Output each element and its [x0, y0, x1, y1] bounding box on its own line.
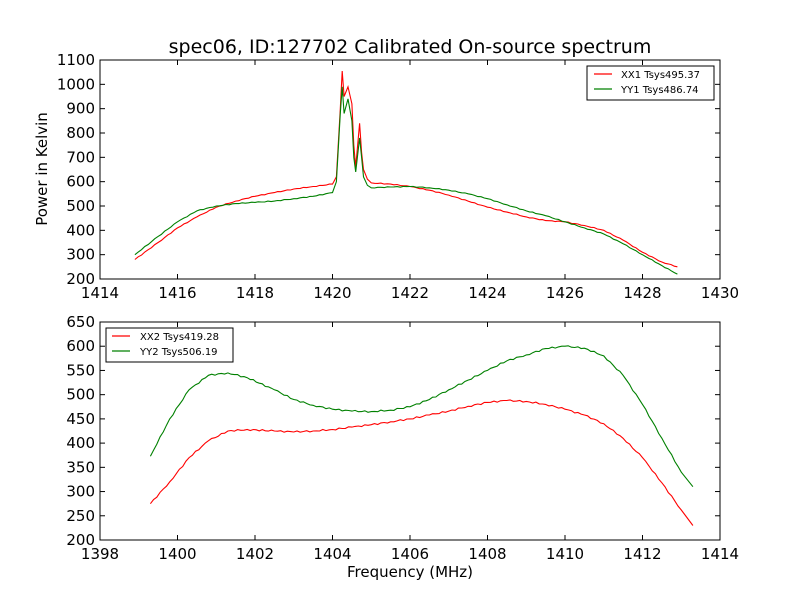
top-series-layer — [134, 70, 678, 275]
x-tick-label: 1406 — [391, 545, 429, 563]
y-tick-label: 300 — [66, 246, 95, 264]
y-tick-label: 350 — [66, 458, 95, 476]
y-tick-label: 650 — [66, 313, 95, 331]
x-tick-label: 1430 — [701, 284, 739, 302]
y-tick-label: 600 — [66, 173, 95, 191]
y-tick-label: 300 — [66, 483, 95, 501]
legend-label-xx2: XX2 Tsys419.28 — [140, 332, 219, 343]
bottom-spectrum-panel: Frequency (MHz) 1398 1400 1402 1404 1406 1408… — [66, 313, 739, 581]
y-tick-label: 400 — [66, 434, 95, 452]
y-tick-label: 1000 — [57, 75, 95, 93]
x-tick-label: 1412 — [623, 545, 661, 563]
x-tick-label: 1414 — [81, 284, 119, 302]
x-axis-label: Frequency (MHz) — [347, 563, 473, 581]
y-tick-label: 500 — [66, 197, 95, 215]
series-line-xx1 — [134, 70, 678, 268]
x-tick-label: 1400 — [158, 545, 196, 563]
y-tick-label: 800 — [66, 124, 95, 142]
x-tick-label: 1404 — [313, 545, 351, 563]
top-spectrum-panel: spec06, ID:127702 Calibrated On-source s… — [33, 36, 739, 302]
y-tick-label: 550 — [66, 361, 95, 379]
legend-label-yy1: YY1 Tsys486.74 — [620, 85, 699, 96]
y-tick-label: 200 — [66, 531, 95, 549]
series-line-xx2 — [149, 399, 694, 526]
x-tick-label: 1424 — [468, 284, 506, 302]
series-line-yy2 — [149, 345, 694, 488]
x-tick-label: 1402 — [236, 545, 274, 563]
chart-title: spec06, ID:127702 Calibrated On-source s… — [169, 36, 652, 58]
x-tick-label: 1398 — [81, 545, 119, 563]
y-tick-label: 200 — [66, 270, 95, 288]
y-tick-label: 1100 — [57, 51, 95, 69]
bottom-ticks-layer: 1398 1400 1402 1404 1406 1408 1410 1412 1414 200 2… — [66, 313, 739, 563]
legend-label-xx1: XX1 Tsys495.37 — [621, 70, 700, 81]
x-tick-label: 1418 — [236, 284, 274, 302]
legend-box — [586, 65, 715, 101]
x-tick-label: 1410 — [546, 545, 584, 563]
x-tick-label: 1408 — [468, 545, 506, 563]
x-tick-label: 1428 — [623, 284, 661, 302]
x-tick-label: 1422 — [391, 284, 429, 302]
y-tick-label: 500 — [66, 386, 95, 404]
x-tick-label: 1420 — [313, 284, 351, 302]
top-ticks-layer: 1414 1416 1418 1420 1422 1424 1426 1428 1430 200 3… — [57, 51, 739, 302]
y-tick-label: 900 — [66, 100, 95, 118]
x-tick-label: 1426 — [546, 284, 584, 302]
y-tick-label: 700 — [66, 148, 95, 166]
top-legend: XX1 Tsys495.37 YY1 Tsys486.74 — [586, 65, 715, 101]
legend-box — [105, 327, 234, 363]
legend-label-yy2: YY2 Tsys506.19 — [139, 347, 218, 358]
x-tick-label: 1414 — [701, 545, 739, 563]
y-axis-label: Power in Kelvin — [33, 112, 51, 226]
y-tick-label: 400 — [66, 221, 95, 239]
series-line-yy1 — [134, 86, 678, 275]
x-tick-label: 1416 — [158, 284, 196, 302]
y-tick-label: 600 — [66, 337, 95, 355]
bottom-series-layer — [149, 345, 694, 526]
y-tick-label: 250 — [66, 507, 95, 525]
bottom-legend: XX2 Tsys419.28 YY2 Tsys506.19 — [105, 327, 234, 363]
y-tick-label: 450 — [66, 410, 95, 428]
